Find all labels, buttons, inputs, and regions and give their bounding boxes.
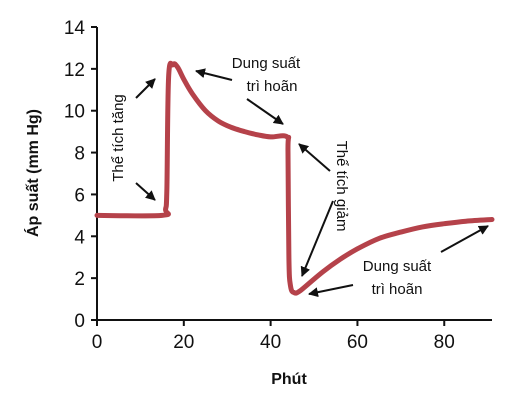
y-tick-label: 14: [64, 18, 86, 39]
x-tick-label: 0: [92, 332, 103, 353]
x-axis-label: Phút: [271, 371, 307, 388]
x-tick-label: 40: [260, 332, 281, 353]
annotation-volume-increase: Thể tích tăng: [110, 94, 127, 182]
y-tick-label: 12: [64, 60, 85, 81]
y-tick-label: 2: [74, 269, 85, 290]
series-layer: [94, 60, 495, 296]
annotation-stress-relax-2-line2: trì hoãn: [372, 281, 423, 298]
annotation-volume-decrease: Thể tích giảm: [333, 141, 350, 232]
y-tick-label: 8: [74, 144, 85, 165]
arrow-stress-relax-2-up: [440, 225, 489, 253]
y-tick-label: 4: [74, 227, 85, 248]
annotation-stress-relax-2-line1: Dung suất: [363, 258, 432, 275]
annotation-arrows: [135, 68, 489, 298]
axes: [96, 27, 492, 321]
arrow-volume-decrease-down: [300, 200, 334, 277]
y-tick-label: 6: [74, 185, 85, 206]
y-tick-label: 10: [64, 102, 85, 123]
arrow-stress-relax-2-left: [308, 284, 354, 298]
arrow-volume-increase-down: [135, 182, 156, 201]
y-axis-label: Áp suất (mm Hg): [23, 109, 42, 237]
x-tick-label: 80: [434, 332, 455, 353]
x-tick-label: 60: [347, 332, 368, 353]
arrow-stress-relax-1-down: [246, 98, 284, 125]
y-tick-label: 0: [74, 311, 85, 332]
arrow-volume-decrease-up: [298, 143, 331, 172]
annotation-stress-relax-1-line2: trì hoãn: [247, 78, 298, 95]
ticks: 0 2 4 6 8 10 12 14 0 20 40 60 80: [64, 18, 455, 353]
x-tick-label: 20: [173, 332, 194, 353]
annotation-stress-relax-1-line1: Dung suất: [232, 55, 301, 72]
arrow-stress-relax-1-left: [195, 68, 233, 81]
arrow-volume-increase-up: [135, 78, 156, 99]
pressure-series-line: [94, 60, 495, 296]
